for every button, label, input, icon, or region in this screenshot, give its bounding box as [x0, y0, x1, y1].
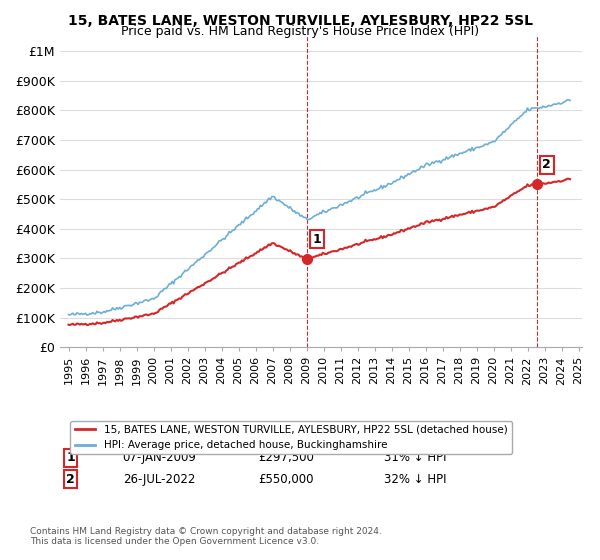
- Text: 26-JUL-2022: 26-JUL-2022: [122, 473, 195, 486]
- Text: 1: 1: [313, 233, 321, 246]
- Text: £297,500: £297,500: [259, 451, 314, 464]
- Legend: 15, BATES LANE, WESTON TURVILLE, AYLESBURY, HP22 5SL (detached house), HPI: Aver: 15, BATES LANE, WESTON TURVILLE, AYLESBU…: [70, 421, 512, 454]
- Text: 2: 2: [542, 158, 551, 171]
- Text: 1: 1: [66, 451, 75, 464]
- Text: 15, BATES LANE, WESTON TURVILLE, AYLESBURY, HP22 5SL: 15, BATES LANE, WESTON TURVILLE, AYLESBU…: [67, 14, 533, 28]
- Text: 07-JAN-2009: 07-JAN-2009: [122, 451, 197, 464]
- Text: 32% ↓ HPI: 32% ↓ HPI: [383, 473, 446, 486]
- Text: Contains HM Land Registry data © Crown copyright and database right 2024.
This d: Contains HM Land Registry data © Crown c…: [30, 526, 382, 546]
- Text: 31% ↓ HPI: 31% ↓ HPI: [383, 451, 446, 464]
- Text: £550,000: £550,000: [259, 473, 314, 486]
- Text: 2: 2: [66, 473, 75, 486]
- Text: Price paid vs. HM Land Registry's House Price Index (HPI): Price paid vs. HM Land Registry's House …: [121, 25, 479, 38]
